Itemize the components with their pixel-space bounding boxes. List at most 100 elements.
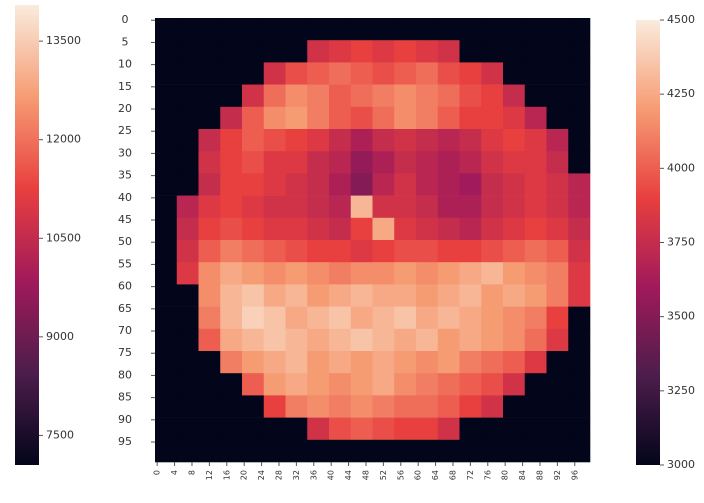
heatmap-cell: [286, 329, 308, 352]
heatmap-cell: [438, 329, 460, 352]
heatmap-cell: [177, 240, 199, 263]
heatmap-cell: [547, 196, 569, 219]
heatmap-cell: [220, 129, 242, 152]
heatmap-cell: [351, 107, 373, 130]
x-tick-label: 4: [170, 470, 179, 475]
heatmap-cell: [547, 351, 569, 374]
heatmap-cell: [199, 440, 221, 463]
heatmap-cell: [416, 440, 438, 463]
heatmap-cell: [242, 240, 264, 263]
heatmap-cell: [373, 40, 395, 63]
heatmap-cell: [242, 284, 264, 307]
x-tick-label: 28: [274, 470, 283, 480]
heatmap-cell: [481, 329, 503, 352]
x-tick-label: 96: [570, 470, 579, 480]
heatmap-cell: [177, 395, 199, 418]
heatmap-cell: [199, 395, 221, 418]
heatmap-cell: [242, 129, 264, 152]
heatmap-cell: [177, 351, 199, 374]
heatmap-cell: [351, 329, 373, 352]
colorbar-tick-label: 3250: [667, 384, 695, 397]
heatmap-cell: [307, 85, 329, 108]
heatmap-cell: [547, 418, 569, 441]
heatmap-cell: [220, 395, 242, 418]
heatmap-cell: [286, 418, 308, 441]
heatmap-cell: [503, 395, 525, 418]
heatmap-cell: [373, 107, 395, 130]
heatmap-cell: [481, 18, 503, 41]
heatmap-cell: [329, 85, 351, 108]
heatmap-cell: [242, 329, 264, 352]
y-tick-label: 55: [118, 257, 132, 270]
heatmap-cell: [525, 62, 547, 85]
x-tick-label: 88: [535, 470, 544, 480]
x-tick-label: 68: [448, 470, 457, 480]
heatmap-cell: [460, 85, 482, 108]
heatmap-cell: [199, 151, 221, 174]
y-tick-label: 70: [118, 324, 132, 337]
heatmap-cell: [242, 85, 264, 108]
heatmap-cell: [307, 373, 329, 396]
heatmap-cell: [416, 151, 438, 174]
heatmap-cell: [394, 373, 416, 396]
heatmap-cell: [460, 440, 482, 463]
heatmap-cell: [177, 440, 199, 463]
heatmap-cell: [460, 284, 482, 307]
heatmap-cell: [525, 351, 547, 374]
heatmap-cell: [460, 373, 482, 396]
heatmap-cell: [155, 329, 177, 352]
x-tick-label: 56: [396, 470, 405, 480]
heatmap-cell: [329, 418, 351, 441]
heatmap-cell: [481, 85, 503, 108]
heatmap-cell: [155, 107, 177, 130]
heatmap-cell: [568, 40, 590, 63]
heatmap-cell: [264, 351, 286, 374]
heatmap-cell: [286, 373, 308, 396]
heatmap-cell: [373, 307, 395, 330]
heatmap-cell: [329, 307, 351, 330]
heatmap-cell: [155, 218, 177, 241]
y-tick-label: 65: [118, 302, 132, 315]
heatmap-cell: [547, 18, 569, 41]
heatmap-cell: [568, 107, 590, 130]
heatmap-cell: [547, 107, 569, 130]
heatmap-cell: [264, 18, 286, 41]
heatmap-cell: [503, 62, 525, 85]
heatmap-cell: [264, 151, 286, 174]
heatmap-cell: [155, 151, 177, 174]
heatmap-cell: [373, 62, 395, 85]
heatmap-cell: [481, 107, 503, 130]
heatmap-cell: [394, 351, 416, 374]
heatmap-cell: [438, 107, 460, 130]
heatmap-cell: [525, 173, 547, 196]
heatmap-cell: [242, 173, 264, 196]
heatmap-cell: [286, 129, 308, 152]
heatmap-cell: [351, 40, 373, 63]
heatmap-cell: [568, 418, 590, 441]
y-tick-label: 20: [118, 102, 132, 115]
heatmap-cell: [416, 107, 438, 130]
heatmap-cell: [220, 196, 242, 219]
heatmap-cell: [155, 40, 177, 63]
heatmap-cell: [525, 196, 547, 219]
heatmap-cell: [394, 395, 416, 418]
heatmap-cell: [460, 129, 482, 152]
heatmap-cell: [547, 307, 569, 330]
heatmap-cell: [351, 196, 373, 219]
heatmap-cell: [286, 107, 308, 130]
heatmap-cell: [155, 284, 177, 307]
heatmap-cell: [460, 307, 482, 330]
heatmap-cell: [373, 173, 395, 196]
heatmap-cell: [307, 18, 329, 41]
heatmap-cell: [242, 151, 264, 174]
heatmap-cell: [547, 262, 569, 285]
heatmap-cell: [329, 373, 351, 396]
heatmap-cell: [503, 418, 525, 441]
heatmap-cell: [286, 240, 308, 263]
heatmap-cell: [329, 107, 351, 130]
heatmap-cell: [199, 107, 221, 130]
heatmap-cell: [155, 62, 177, 85]
heatmap-cell: [199, 329, 221, 352]
heatmap-cell: [568, 151, 590, 174]
heatmap-cell: [460, 40, 482, 63]
